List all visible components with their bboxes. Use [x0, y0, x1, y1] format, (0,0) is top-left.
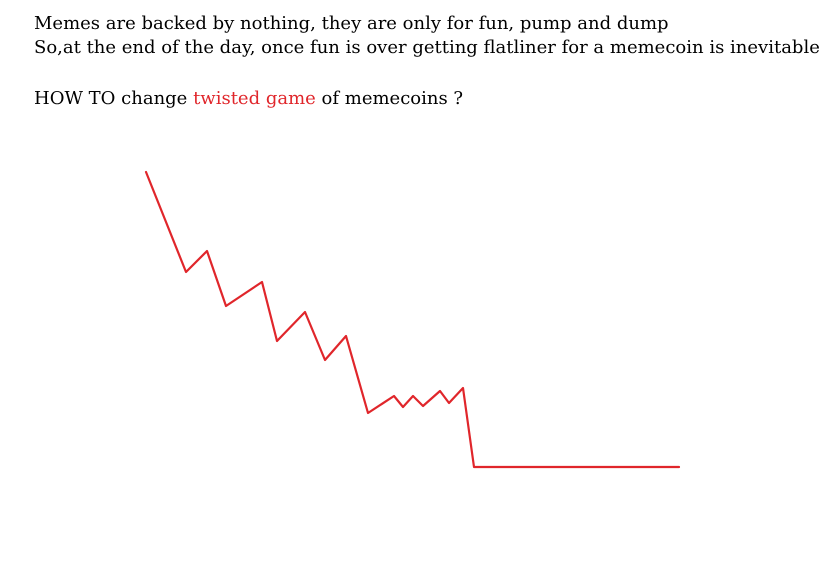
caption-line-2: So,at the end of the day, once fun is ov… [34, 37, 820, 58]
decline-line [144, 170, 681, 469]
caption-line-1: Memes are backed by nothing, they are on… [34, 13, 669, 34]
question-suffix: of memecoins ? [315, 88, 464, 109]
question-line: HOW TO change twisted game of memecoins … [34, 88, 463, 110]
question-prefix: HOW TO change [34, 88, 194, 109]
question-highlight: twisted game [193, 88, 316, 109]
